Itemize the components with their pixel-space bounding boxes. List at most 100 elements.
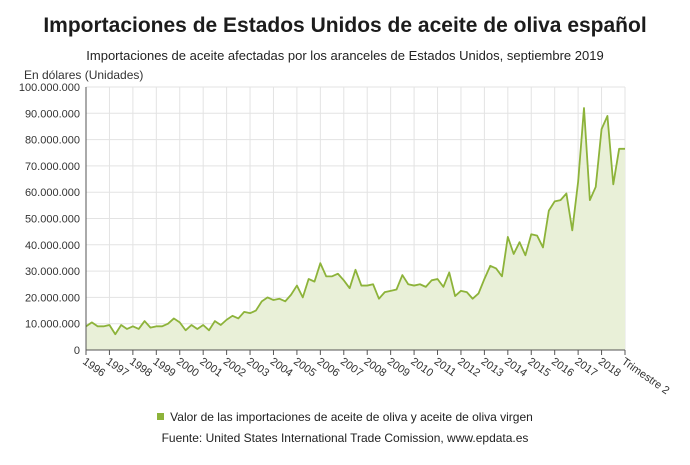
data-point bbox=[97, 325, 99, 327]
data-point bbox=[425, 286, 427, 288]
legend-swatch bbox=[157, 413, 165, 421]
data-point bbox=[606, 115, 608, 117]
data-point bbox=[319, 262, 321, 264]
data-point bbox=[466, 291, 468, 293]
data-point bbox=[155, 325, 157, 327]
data-point bbox=[577, 180, 579, 182]
y-axis-unit-label: En dólares (Unidades) bbox=[24, 68, 144, 82]
x-tick-label: Trimestre 2 bbox=[619, 356, 671, 398]
y-tick-label: 80.000.000 bbox=[25, 135, 80, 147]
data-point bbox=[149, 326, 151, 328]
data-point bbox=[583, 107, 585, 109]
x-tick-label: 2004 bbox=[268, 356, 295, 380]
data-point bbox=[454, 295, 456, 297]
x-tick-label: 2008 bbox=[361, 356, 388, 380]
data-point bbox=[384, 291, 386, 293]
y-tick-label: 0 bbox=[74, 345, 80, 357]
data-point bbox=[272, 299, 274, 301]
x-tick-label: 1996 bbox=[80, 356, 107, 380]
x-tick-label: 2005 bbox=[291, 356, 318, 380]
data-point bbox=[430, 279, 432, 281]
data-point bbox=[208, 329, 210, 331]
data-point bbox=[348, 287, 350, 289]
data-point bbox=[483, 278, 485, 280]
data-point bbox=[612, 183, 614, 185]
x-tick-label: 2002 bbox=[221, 356, 248, 380]
data-point bbox=[196, 328, 198, 330]
data-point bbox=[548, 209, 550, 211]
data-point bbox=[220, 324, 222, 326]
data-point bbox=[126, 328, 128, 330]
data-point bbox=[378, 298, 380, 300]
data-point bbox=[501, 275, 503, 277]
x-tick-label: 1999 bbox=[151, 356, 178, 380]
data-point bbox=[161, 325, 163, 327]
data-point bbox=[354, 269, 356, 271]
data-point bbox=[214, 320, 216, 322]
data-point bbox=[278, 298, 280, 300]
data-point bbox=[442, 286, 444, 288]
y-tick-label: 10.000.000 bbox=[25, 319, 80, 331]
data-point bbox=[471, 298, 473, 300]
data-point bbox=[436, 278, 438, 280]
data-point bbox=[518, 241, 520, 243]
data-point bbox=[542, 246, 544, 248]
data-point bbox=[553, 200, 555, 202]
data-point bbox=[360, 284, 362, 286]
data-point bbox=[290, 294, 292, 296]
x-tick-label: 2009 bbox=[385, 356, 412, 380]
x-tick-label: 2014 bbox=[502, 356, 529, 380]
data-point bbox=[114, 333, 116, 335]
data-point bbox=[173, 317, 175, 319]
data-point bbox=[413, 284, 415, 286]
data-point bbox=[600, 128, 602, 130]
data-point bbox=[618, 148, 620, 150]
x-tick-label: 1997 bbox=[104, 356, 131, 380]
legend-label: Valor de las importaciones de aceite de … bbox=[170, 410, 533, 424]
data-point bbox=[565, 192, 567, 194]
x-tick-label: 2018 bbox=[596, 356, 623, 380]
data-point bbox=[401, 274, 403, 276]
data-point bbox=[395, 288, 397, 290]
x-tick-label: 1998 bbox=[127, 356, 154, 380]
data-point bbox=[489, 265, 491, 267]
data-point bbox=[243, 311, 245, 313]
data-point bbox=[571, 229, 573, 231]
x-tick-label: 2016 bbox=[549, 356, 576, 380]
data-point bbox=[91, 321, 93, 323]
data-point bbox=[337, 273, 339, 275]
y-tick-label: 60.000.000 bbox=[25, 187, 80, 199]
y-tick-label: 100.000.000 bbox=[19, 82, 80, 94]
y-tick-label: 40.000.000 bbox=[25, 240, 80, 252]
y-tick-label: 50.000.000 bbox=[25, 214, 80, 226]
axis-layer bbox=[85, 87, 626, 355]
data-point bbox=[302, 296, 304, 298]
y-tick-label: 30.000.000 bbox=[25, 266, 80, 278]
x-tick-label: 2011 bbox=[432, 356, 458, 379]
chart-title: Importaciones de Estados Unidos de aceit… bbox=[43, 14, 647, 37]
x-tick-label: 2001 bbox=[197, 356, 224, 380]
data-point bbox=[179, 321, 181, 323]
data-point bbox=[313, 280, 315, 282]
x-tick-label: 2000 bbox=[174, 356, 201, 380]
data-point bbox=[536, 234, 538, 236]
data-point bbox=[138, 328, 140, 330]
data-point bbox=[559, 199, 561, 201]
data-point bbox=[284, 300, 286, 302]
data-point bbox=[296, 284, 298, 286]
data-point bbox=[512, 253, 514, 255]
x-tick-label: 2012 bbox=[455, 356, 482, 380]
x-tick-label: 2013 bbox=[479, 356, 506, 380]
data-point bbox=[190, 324, 192, 326]
data-point bbox=[507, 236, 509, 238]
x-tick-label: 2015 bbox=[526, 356, 553, 380]
data-point bbox=[448, 271, 450, 273]
y-tick-label: 90.000.000 bbox=[25, 108, 80, 120]
data-point bbox=[530, 233, 532, 235]
data-point bbox=[120, 324, 122, 326]
data-point bbox=[102, 325, 104, 327]
data-point bbox=[255, 309, 257, 311]
data-point bbox=[389, 290, 391, 292]
data-point bbox=[366, 284, 368, 286]
data-point bbox=[225, 319, 227, 321]
